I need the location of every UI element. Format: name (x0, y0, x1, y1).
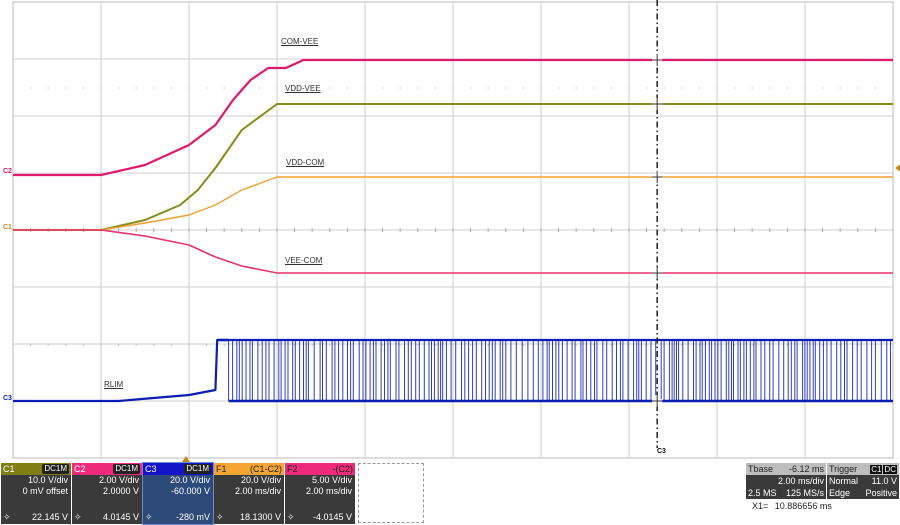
empty-tile-slot[interactable] (358, 463, 424, 523)
scale: 5.00 V/div (311, 475, 352, 485)
channel-marker-c2[interactable]: C2 (3, 168, 12, 175)
function-expression: (C1-C2) (249, 464, 282, 474)
trigger-panel[interactable]: Trigger C1 DC Normal 11.0 V Edge Positive (827, 463, 899, 499)
timebase: 2.00 ms/div (234, 486, 281, 496)
channel-header: C3 DC1M (143, 463, 213, 475)
measure-icon: ✧ (145, 512, 153, 522)
cursor-label: C3 (657, 448, 666, 455)
channel-tile-c1[interactable]: C1 DC1M 10.0 V/div 0 mV offset ✧ 22.145 V (1, 463, 71, 524)
trigger-level: 11.0 V (871, 476, 897, 486)
scale: 20.0 V/div (240, 475, 281, 485)
label-vdd-com: VDD-COM (286, 158, 325, 167)
label-rlim: RLIM (104, 380, 124, 389)
label-vee-com: VEE-COM (285, 256, 323, 265)
channel-name: C3 (145, 464, 157, 474)
cursor-readout-label: X1= (752, 501, 769, 511)
function-header: F1 (C1-C2) (214, 463, 284, 475)
measure-value: 18.1300 V (239, 512, 281, 522)
measure-icon: ✧ (216, 512, 224, 522)
coupling-badge: DC1M (42, 464, 69, 474)
offset: 0 mV offset (22, 486, 68, 496)
timebase-panel[interactable]: Tbase -6.12 ms 2.00 ms/div 2.5 MS 125 MS/s (746, 463, 826, 499)
traces (13, 58, 893, 403)
channel-tile-c2[interactable]: C2 DC1M 2.00 V/div 2.0000 V ✧ 4.0145 V (72, 463, 142, 524)
timebase-label: Tbase (748, 464, 774, 474)
measure-value: 4.0145 V (102, 512, 139, 522)
function-header: F2 -(C2) (285, 463, 355, 475)
coupling-badge: DC1M (184, 464, 211, 474)
scope-display: COM-VEE VDD-VEE VDD-COM VEE-COM RLIM C2 … (3, 0, 900, 462)
sample-count: 2.5 MS (748, 488, 777, 498)
cursor-readout: X1= 10.886656 ms (752, 501, 832, 511)
trigger-source: C1 (870, 464, 883, 474)
function-tile-f1[interactable]: F1 (C1-C2) 20.0 V/div 2.00 ms/div ✧ 18.13… (214, 463, 284, 524)
measure-icon: ✧ (287, 512, 295, 522)
function-expression: -(C2) (332, 464, 354, 474)
cursor-readout-value: 10.886656 ms (774, 501, 832, 511)
trigger-label: Trigger (829, 464, 858, 474)
channel-header: C2 DC1M (72, 463, 142, 475)
measure-icon: ✧ (3, 512, 11, 522)
label-com-vee: COM-VEE (281, 37, 319, 46)
channel-marker-c3[interactable]: C3 (3, 395, 12, 402)
function-tile-f2[interactable]: F2 -(C2) 5.00 V/div 2.00 ms/div ✧ -4.0145… (285, 463, 355, 524)
scale: 10.0 V/div (27, 475, 68, 485)
measure-value: -280 mV (175, 512, 210, 522)
channel-marker-c1[interactable]: C1 (3, 224, 12, 231)
channel-name: C1 (3, 464, 15, 474)
label-vdd-vee: VDD-VEE (285, 84, 321, 93)
graticule (12, 1, 900, 462)
channel-name: C2 (74, 464, 86, 474)
waveform-area (12, 0, 900, 462)
scale: 20.0 V/div (169, 475, 210, 485)
timebase-offset: -6.12 ms (788, 464, 824, 474)
timebase: 2.00 ms/div (305, 486, 352, 496)
function-name: F2 (287, 464, 298, 474)
trigger-type: Edge (829, 488, 851, 498)
measure-value: 22.145 V (31, 512, 68, 522)
trigger-mode: Normal (829, 476, 859, 486)
sample-rate: 125 MS/s (785, 488, 824, 498)
measure-icon: ✧ (74, 512, 82, 522)
scale: 2.00 V/div (98, 475, 139, 485)
cursor-line[interactable] (652, 0, 663, 448)
offset: -60.000 V (170, 486, 210, 496)
timebase-div: 2.00 ms/div (777, 476, 824, 486)
coupling-badge: DC1M (113, 464, 140, 474)
trigger-coupling: DC (883, 464, 897, 474)
channel-tile-c3[interactable]: C3 DC1M 20.0 V/div -60.000 V ✧ -280 mV (142, 462, 214, 525)
offset: 2.0000 V (102, 486, 139, 496)
trigger-slope: Positive (865, 488, 897, 498)
measure-value: -4.0145 V (312, 512, 352, 522)
function-name: F1 (216, 464, 227, 474)
channel-header: C1 DC1M (1, 463, 71, 475)
